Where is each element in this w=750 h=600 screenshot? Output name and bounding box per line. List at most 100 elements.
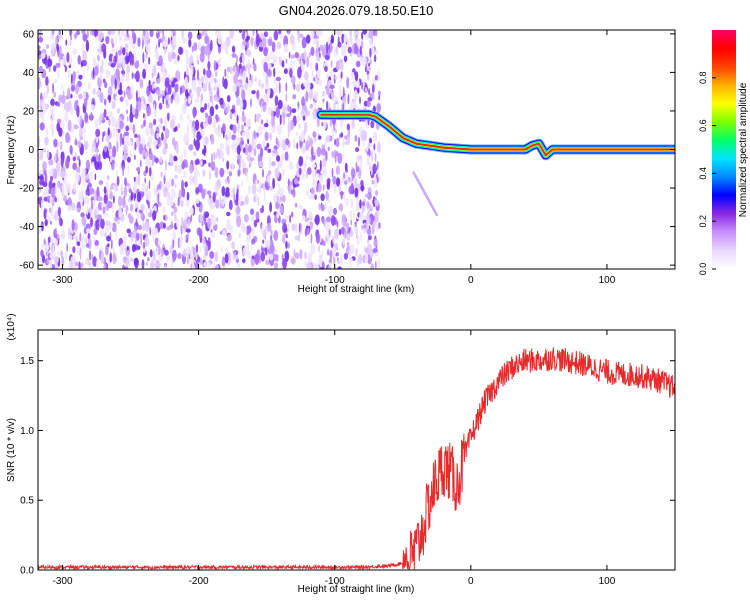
noise-cell <box>372 30 376 37</box>
noise-cell <box>264 146 268 151</box>
noise-cell <box>304 49 307 61</box>
noise-cell <box>105 244 109 256</box>
noise-cell <box>38 136 41 148</box>
noise-cell <box>205 261 211 268</box>
noise-cell <box>258 78 261 88</box>
noise-cell <box>52 168 55 174</box>
noise-cell <box>250 243 253 250</box>
noise-cell <box>104 231 107 237</box>
noise-cell <box>242 40 247 46</box>
noise-cell <box>183 132 189 144</box>
noise-cell <box>53 91 57 98</box>
noise-cell <box>54 238 59 246</box>
x-tick-label: -200 <box>189 275 209 286</box>
noise-cell <box>97 202 103 211</box>
noise-cell <box>245 226 248 235</box>
noise-cell <box>46 84 50 95</box>
noise-cell <box>124 131 130 136</box>
noise-cell <box>313 100 316 107</box>
noise-cell <box>68 60 71 66</box>
noise-cell <box>143 119 146 127</box>
noise-cell <box>39 122 45 131</box>
noise-cell <box>81 243 86 250</box>
noise-cell <box>315 30 321 37</box>
noise-cell <box>187 218 190 228</box>
noise-cell <box>104 226 110 232</box>
noise-cell <box>126 156 131 163</box>
noise-cell <box>164 116 168 128</box>
spectrogram-y-label: Frequency (Hz) <box>6 116 17 185</box>
noise-cell <box>319 52 321 58</box>
noise-cell <box>194 175 197 184</box>
noise-cell <box>285 93 288 102</box>
noise-cell <box>209 39 213 52</box>
noise-cell <box>247 185 251 195</box>
noise-cell <box>232 124 237 134</box>
noise-cell <box>72 246 76 254</box>
noise-cell <box>310 187 315 195</box>
noise-cell <box>321 251 324 256</box>
noise-cell <box>246 117 252 127</box>
noise-cell <box>185 228 191 233</box>
noise-cell <box>242 70 247 81</box>
noise-cell <box>94 148 100 153</box>
noise-cell <box>320 262 323 268</box>
snr-data <box>38 347 675 570</box>
noise-cell <box>78 93 83 100</box>
snr-x-axis: -300 -200 -100 0 100 <box>52 330 616 587</box>
noise-cell <box>215 199 220 209</box>
noise-cell <box>371 92 375 99</box>
noise-cell <box>79 115 83 123</box>
noise-cell <box>186 122 190 135</box>
noise-cell <box>173 155 178 161</box>
noise-cell <box>61 229 66 241</box>
noise-cell <box>50 188 55 198</box>
noise-cell <box>289 214 291 223</box>
noise-cell <box>100 252 103 264</box>
noise-cell <box>60 170 66 179</box>
noise-cell <box>256 143 262 150</box>
noise-cell <box>161 132 164 141</box>
noise-cell <box>366 161 371 167</box>
noise-cell <box>236 154 242 160</box>
noise-cell <box>263 31 268 38</box>
noise-cell <box>39 111 41 119</box>
noise-cell <box>115 34 117 46</box>
noise-cell <box>354 134 358 142</box>
noise-cell <box>213 96 219 102</box>
noise-cell <box>210 199 212 205</box>
noise-cell <box>103 108 107 119</box>
noise-cell <box>149 208 152 216</box>
noise-cell <box>343 172 346 179</box>
noise-cell <box>149 30 154 38</box>
noise-cell <box>117 128 121 133</box>
noise-cell <box>262 104 267 113</box>
noise-cell <box>96 259 99 269</box>
noise-cell <box>316 117 320 128</box>
noise-cell <box>314 214 320 226</box>
noise-cell <box>107 243 110 248</box>
noise-cell <box>143 248 146 253</box>
noise-cell <box>293 249 296 257</box>
noise-cell <box>330 60 333 68</box>
noise-cell <box>335 165 340 175</box>
noise-cell <box>202 82 208 92</box>
noise-cell <box>298 204 303 210</box>
noise-cell <box>340 71 343 79</box>
noise-cell <box>130 203 134 212</box>
noise-cell <box>232 187 236 196</box>
noise-cell <box>46 259 50 265</box>
noise-cell <box>327 198 331 203</box>
noise-cell <box>239 56 243 63</box>
noise-cell <box>40 99 43 105</box>
noise-cell <box>253 63 257 72</box>
noise-cell <box>189 207 194 216</box>
noise-cell <box>276 209 280 219</box>
noise-cell <box>311 155 316 161</box>
noise-cell <box>267 170 272 175</box>
spectrogram-x-axis: -300 -200 -100 0 100 <box>52 30 616 286</box>
noise-cell <box>360 40 364 49</box>
noise-cell <box>136 191 142 203</box>
noise-cell <box>38 36 44 43</box>
